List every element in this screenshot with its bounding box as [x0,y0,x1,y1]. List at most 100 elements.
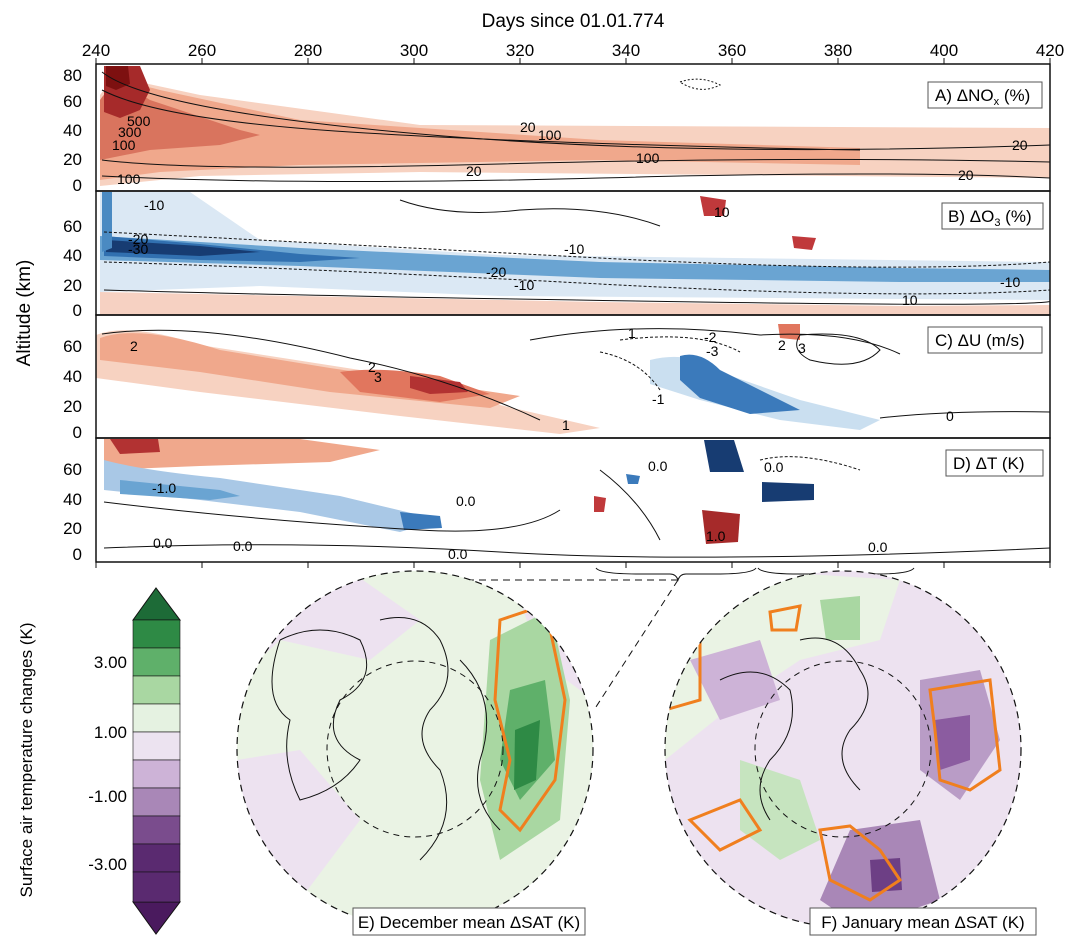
panel-a-contour [101,173,1050,183]
panel-d-band-blue-mid [120,480,240,500]
contour-label: 100 [112,137,136,153]
colorbar [132,587,181,935]
contour-label: -30 [128,241,148,257]
y-tick-label: 60 [63,337,82,356]
colorbar-segment [132,675,181,705]
panel-b-y-ticks: 60 40 20 0 [63,217,82,320]
contour-label: 10 [902,292,918,308]
y-tick-label: 80 [63,66,82,85]
map-f-significance [768,604,802,632]
panel-a [100,66,1050,186]
colorbar-segment [132,619,181,649]
panel-c-contour [796,333,881,365]
contour-label: 300 [118,124,142,140]
panel-c-contour [101,329,541,421]
contour-label: 0.0 [868,539,888,555]
x-tick-labels: 240 260 280 300 320 340 360 380 400 420 [82,41,1064,60]
x-tick-label: 300 [400,41,428,60]
december-bracket [595,567,757,582]
panel-c-contour [879,411,1050,419]
panel-d-label: D) ΔT (K) [953,454,1024,473]
map-e-coast [459,659,501,831]
panel-d-frame [95,437,1051,563]
x-axis-title: Days since 01.01.774 [482,11,665,32]
map-f-significance [818,824,903,902]
x-tick-label: 420 [1036,41,1064,60]
y-tick-label: 60 [63,217,82,236]
y-tick-label: 40 [63,246,82,265]
panel-b-contour-labels: -10 -20 -30 -10 -20 -10 10 -10 10 [128,197,1020,308]
x-tick-label: 280 [294,41,322,60]
y-tick-label: 40 [63,367,82,386]
panel-d-band-red-core [110,439,160,454]
panel-b-contour [103,289,1050,305]
panel-d-label-box [945,449,1044,477]
panel-b-red-blob [700,196,726,216]
panel-c-label: C) ΔU (m/s) [935,331,1025,350]
map-f-significance [687,798,763,852]
colorbar-tick-label: 3.00 [94,653,127,672]
contour-label: -10 [564,241,584,257]
colorbar-tick-label: 1.00 [94,723,127,742]
map-f-circle [754,660,932,838]
colorbar-segment [132,703,181,733]
panel-d-contour-labels: -1.0 0.0 0.0 0.0 0.0 1.0 0.0 0.0 0.0 [152,458,888,562]
panel-b-band-mid [100,236,1050,282]
map-f-label-box [809,907,1037,936]
colorbar-top-arrow [132,587,181,621]
map-f-coast [799,637,869,791]
contour-label: 1 [562,417,570,433]
panel-b-contour [103,231,1050,268]
panel-c-contour-labels: 2 2 3 -1 1 0 -2 -3 1 2 3 [130,325,954,433]
panel-d-blue-small [626,474,640,484]
panel-d-dark-red [702,510,740,544]
y-tick-label: 0 [73,301,82,320]
panel-b-label: B) ΔO3 (%) [948,207,1032,229]
contour-label: 0 [946,408,954,424]
y-tick-label: 20 [63,276,82,295]
contour-label: 20 [958,167,974,183]
colorbar-title: Surface air temperature changes (K) [17,623,36,898]
contour-label: 0.0 [233,538,253,554]
contour-label: -10 [514,277,534,293]
contour-label: 100 [636,150,660,166]
contour-label: -1 [652,391,665,407]
map-f-label: F) January mean ΔSAT (K) [821,913,1024,932]
contour-label: 2 [130,338,138,354]
x-tick-label: 340 [612,41,640,60]
colorbar-tick-label: -3.00 [88,855,127,874]
contour-label: -10 [144,197,164,213]
y-tick-label: 0 [73,423,82,442]
panel-a-label: A) ΔNOx (%) [935,86,1030,108]
contour-label: -10 [1000,274,1020,290]
y-tick-label: 0 [73,176,82,195]
contour-label: 0.0 [448,546,468,562]
contour-label: 20 [520,119,536,135]
contour-label: 2 [368,359,376,375]
contour-label: 500 [127,113,151,129]
contour-label: 100 [538,127,562,143]
colorbar-segment [132,731,181,761]
x-tick-label: 240 [82,41,110,60]
panel-d-band-blue2 [400,512,442,530]
y-tick-label: 60 [63,92,82,111]
contour-label: -3 [706,343,719,359]
panel-c-y-ticks: 60 40 20 0 [63,337,82,442]
map-e-green-dark [514,720,540,790]
panel-d-red-small [594,496,606,512]
x-tick-marks [95,58,1051,568]
panel-d-y-ticks: 60 40 20 0 [63,460,82,564]
panel-a-contour [101,89,861,151]
contour-label: 0.0 [153,535,173,551]
map-f-significance [928,678,1002,792]
colorbar-bottom-arrow [132,901,181,935]
panel-a-band-mid [100,85,860,180]
panel-a-label-box [927,81,1043,109]
y-tick-label: 40 [63,121,82,140]
x-tick-label: 360 [718,41,746,60]
y-tick-label: 20 [63,397,82,416]
colorbar-segment [132,647,181,677]
panel-a-y-ticks: 80 60 40 20 0 [63,66,82,195]
y-tick-label: 40 [63,490,82,509]
map-f-green-area [820,596,860,640]
